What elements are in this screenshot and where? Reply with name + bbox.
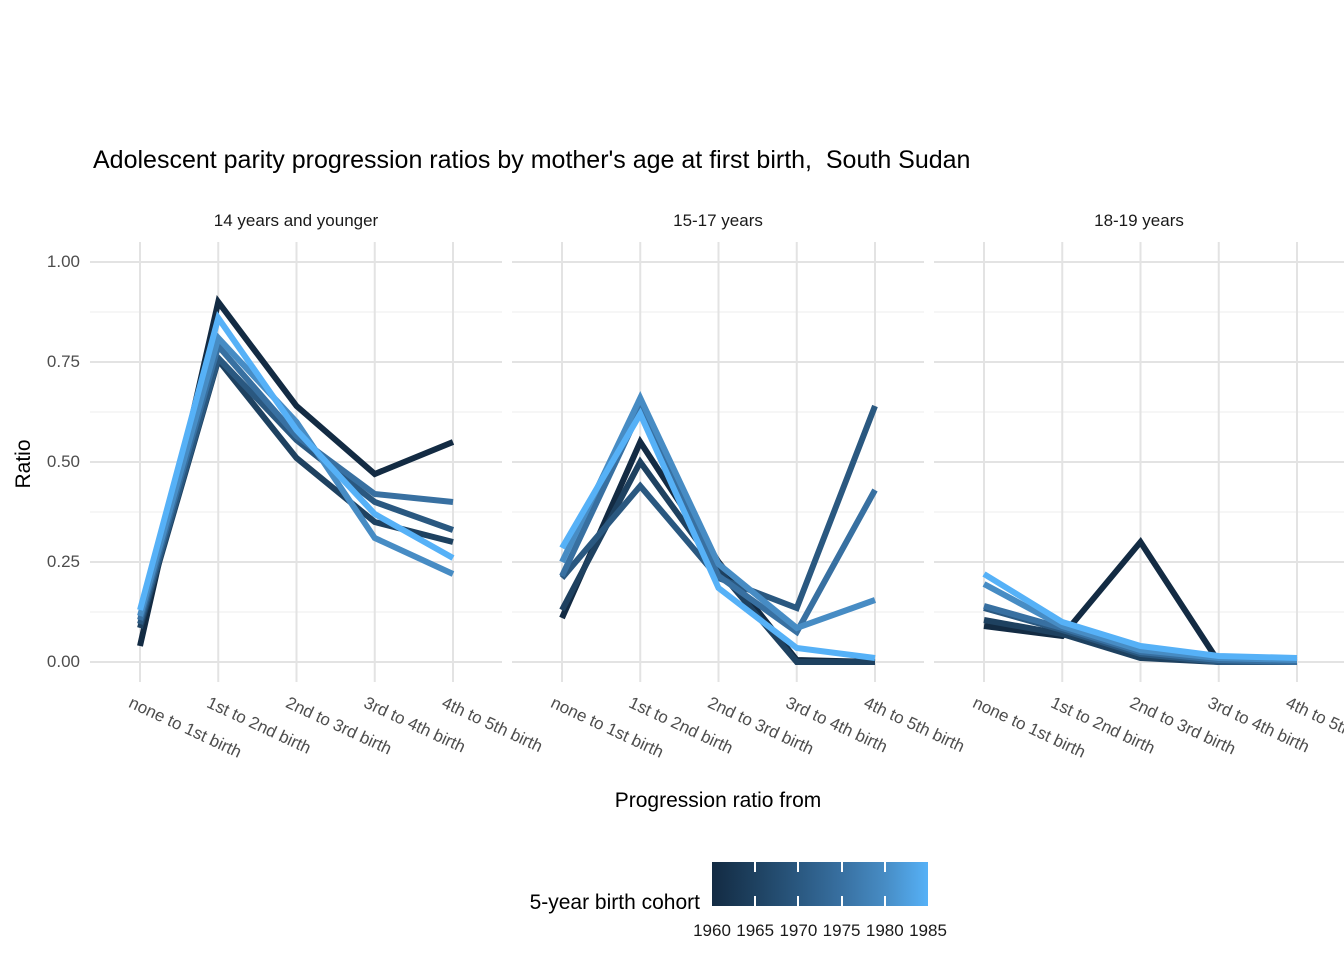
legend-tick-label: 1960 [693, 921, 731, 940]
legend-tick-label: 1965 [736, 921, 775, 940]
x-axis-title: Progression ratio from [614, 789, 822, 812]
series-line-1985 [559, 407, 876, 661]
legend-tick-label: 1970 [779, 921, 818, 940]
series-line-1980 [559, 390, 877, 632]
legend-title: 5-year birth cohort [529, 891, 700, 914]
legend-colorbar-tick [797, 862, 800, 872]
y-tick-label: 0.00 [46, 652, 80, 671]
legend-colorbar-tick [754, 862, 757, 872]
legend-colorbar-tick [797, 896, 800, 906]
facet-label: 14 years and younger [213, 211, 379, 230]
legend-colorbar-tick [883, 896, 886, 906]
plot-title: Adolescent parity progression ratios by … [93, 146, 971, 174]
facet-label: 15-17 years [673, 211, 763, 230]
y-tick-label: 0.25 [46, 552, 80, 571]
facet-label: 18-19 years [1094, 211, 1184, 230]
legend-tick-label: 1980 [865, 921, 904, 940]
y-tick-label: 0.50 [46, 452, 80, 471]
y-tick-label: 0.75 [46, 352, 80, 371]
series-line-1975 [559, 402, 878, 637]
legend-tick-label: 1985 [909, 921, 947, 940]
legend-colorbar-tick [754, 896, 757, 906]
legend-colorbar-tick [840, 896, 843, 906]
y-tick-label: 1.00 [46, 252, 80, 271]
legend-colorbar-tick [883, 862, 886, 872]
legend-colorbar [712, 862, 928, 906]
legend-colorbar-tick [840, 862, 843, 872]
legend-tick-label: 1975 [822, 921, 861, 940]
series-line-1985 [137, 311, 455, 611]
series-line-1980 [137, 332, 455, 617]
series-line-1985 [982, 571, 1298, 661]
